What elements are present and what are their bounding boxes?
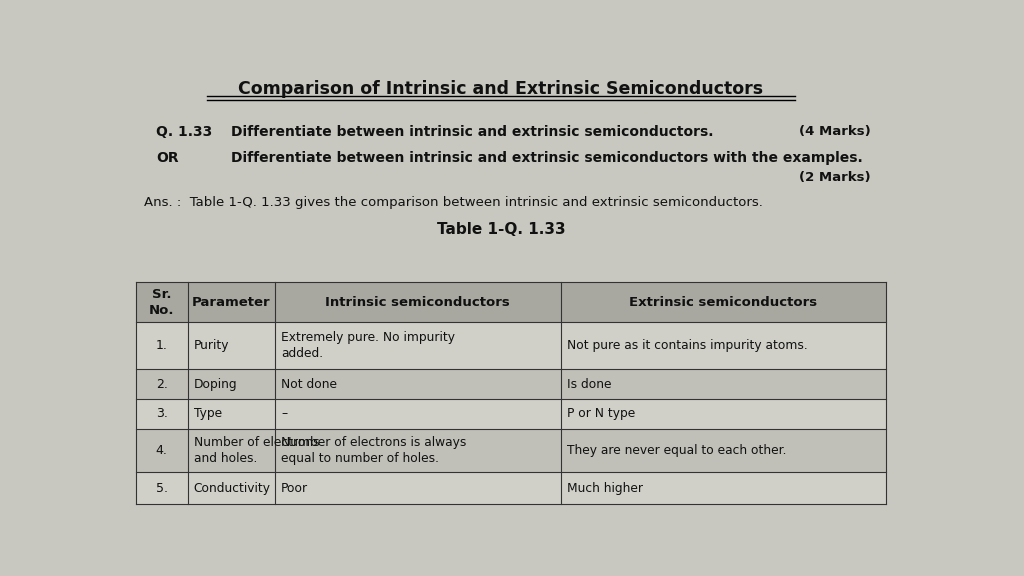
Text: Differentiate between intrinsic and extrinsic semiconductors.: Differentiate between intrinsic and extr…	[231, 124, 714, 139]
Text: P or N type: P or N type	[567, 407, 635, 420]
Text: They are never equal to each other.: They are never equal to each other.	[567, 444, 786, 457]
Text: Number of electrons
and holes.: Number of electrons and holes.	[194, 436, 319, 465]
Text: Type: Type	[194, 407, 222, 420]
Text: Differentiate between intrinsic and extrinsic semiconductors with the examples.: Differentiate between intrinsic and extr…	[231, 151, 863, 165]
Bar	[136, 399, 886, 429]
Text: Comparison of Intrinsic and Extrinsic Semiconductors: Comparison of Intrinsic and Extrinsic Se…	[239, 80, 764, 98]
Text: Table 1-Q. 1.33: Table 1-Q. 1.33	[436, 222, 565, 237]
Text: Ans. :  Table 1-Q. 1.33 gives the comparison between intrinsic and extrinsic sem: Ans. : Table 1-Q. 1.33 gives the compari…	[143, 195, 763, 209]
Text: Poor: Poor	[282, 482, 308, 495]
Text: Not pure as it contains impurity atoms.: Not pure as it contains impurity atoms.	[567, 339, 808, 353]
Text: Much higher: Much higher	[567, 482, 643, 495]
Text: Parameter: Parameter	[191, 295, 270, 309]
Text: Sr.
No.: Sr. No.	[148, 287, 174, 317]
Text: Doping: Doping	[194, 378, 238, 391]
Text: Extrinsic semiconductors: Extrinsic semiconductors	[629, 295, 817, 309]
Text: Q. 1.33: Q. 1.33	[156, 124, 212, 139]
Text: Conductivity: Conductivity	[194, 482, 271, 495]
Text: Not done: Not done	[282, 378, 337, 391]
Text: OR: OR	[156, 151, 178, 165]
Text: 4.: 4.	[156, 444, 168, 457]
Bar	[136, 472, 886, 504]
Text: Number of electrons is always
equal to number of holes.: Number of electrons is always equal to n…	[282, 436, 467, 465]
Bar	[136, 369, 886, 399]
Text: 1.: 1.	[156, 339, 168, 353]
Text: (2 Marks): (2 Marks)	[799, 171, 870, 184]
Text: –: –	[282, 407, 288, 420]
Text: 5.: 5.	[156, 482, 168, 495]
Text: Intrinsic semiconductors: Intrinsic semiconductors	[326, 295, 510, 309]
Text: (4 Marks): (4 Marks)	[799, 124, 870, 138]
Bar	[136, 429, 886, 472]
Text: Extremely pure. No impurity
added.: Extremely pure. No impurity added.	[282, 331, 455, 361]
Text: 2.: 2.	[156, 378, 168, 391]
Text: Purity: Purity	[194, 339, 229, 353]
Text: 3.: 3.	[156, 407, 168, 420]
Bar	[136, 322, 886, 369]
Text: Is done: Is done	[567, 378, 611, 391]
Bar	[136, 282, 886, 322]
